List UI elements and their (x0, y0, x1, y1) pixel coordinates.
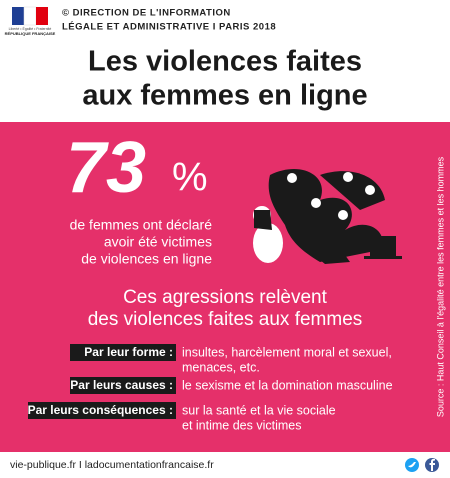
shadow-hands (268, 169, 383, 262)
face-icon (365, 185, 375, 195)
shoe (320, 255, 350, 264)
stat-caption: de violences en ligne (81, 251, 212, 267)
face-icon (343, 172, 353, 182)
row-label: Par leurs conséquences : (28, 403, 173, 417)
row-text: menaces, etc. (182, 360, 260, 374)
stat-number: 73 (66, 128, 146, 208)
stat-caption: avoir été victimes (104, 234, 212, 250)
row-text: le sexisme et la domination masculine (182, 378, 393, 392)
row-text: et intime des victimes (182, 418, 301, 432)
panel (0, 122, 450, 452)
flag-blue (12, 7, 24, 25)
title-line: aux femmes en ligne (82, 80, 367, 112)
face-icon (287, 173, 297, 183)
stat-unit: % (172, 156, 208, 200)
row-label-box (70, 377, 176, 394)
row-text: sur la santé et la vie sociale (182, 403, 336, 417)
subtitle-line: Ces agressions relèvent (123, 287, 328, 308)
logo-text: RÉPUBLIQUE FRANÇAISE (5, 31, 56, 36)
subtitle-line: des violences faites aux femmes (88, 309, 363, 330)
row-text: insultes, harcèlement moral et sexuel, (182, 345, 392, 359)
logo-motto: Liberté • Égalité • Fraternité (9, 26, 52, 31)
laptop-base (364, 256, 402, 259)
credit-line: LÉGALE ET ADMINISTRATIVE I PARIS 2018 (62, 22, 276, 33)
source: Source : Haut Conseil à l'égalité entre … (435, 156, 445, 417)
logo: Liberté • Égalité • Fraternité RÉPUBLIQU… (5, 6, 56, 36)
facebook-f (429, 458, 435, 471)
shadow-hand (320, 171, 385, 210)
row-label-box (70, 344, 176, 361)
row-label-box (28, 402, 176, 419)
stat-caption: de femmes ont déclaré (70, 217, 213, 233)
face-icon (338, 210, 348, 220)
woman (253, 223, 283, 263)
twitter-bird (408, 462, 416, 468)
row-label: Par leurs causes : (70, 378, 173, 392)
flag-red (36, 7, 48, 25)
face-icon (311, 198, 321, 208)
title-line: Les violences faites (88, 46, 362, 78)
illustration (253, 169, 402, 264)
laptop (370, 236, 396, 256)
row-label: Par leur forme : (84, 345, 173, 359)
footer-links[interactable]: vie-publique.fr I ladocumentationfrancai… (10, 459, 214, 471)
woman-hair (254, 210, 272, 230)
credit-line: © DIRECTION DE L'INFORMATION (62, 8, 231, 19)
flag-white (23, 6, 37, 26)
